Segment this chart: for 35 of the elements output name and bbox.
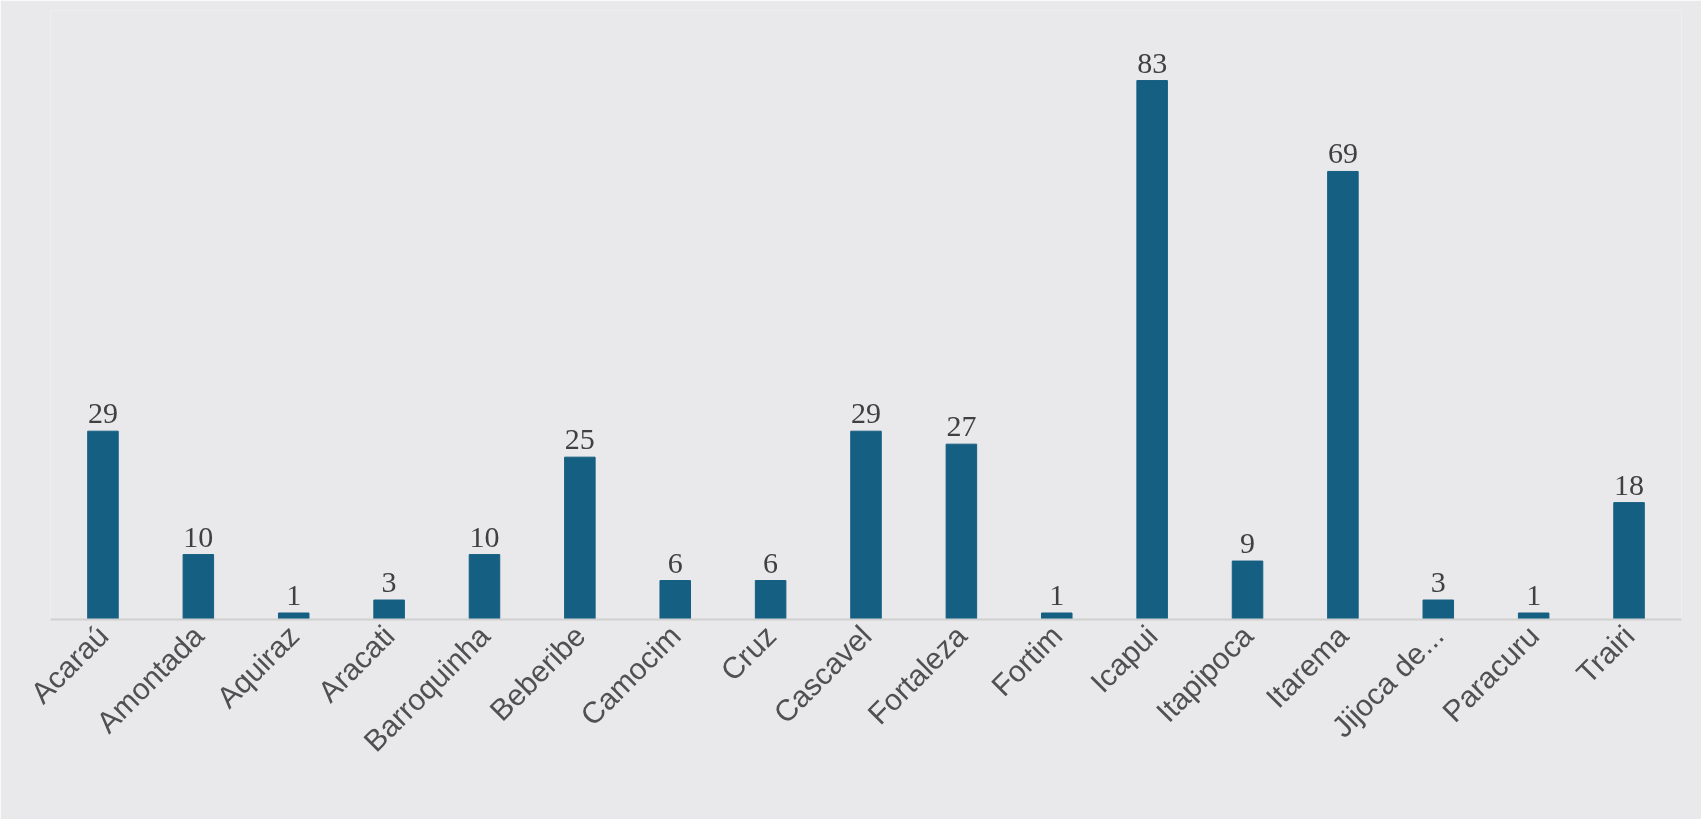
data-label: 27: [946, 409, 977, 443]
bar: [1327, 170, 1359, 620]
data-label: 3: [381, 565, 397, 599]
bar: [564, 456, 596, 620]
bar: [945, 443, 978, 620]
data-label: 29: [87, 396, 118, 430]
bar: [1422, 599, 1455, 620]
data-label: 3: [1430, 565, 1446, 599]
bar: [1613, 502, 1645, 620]
x-tick-label: Cruz: [714, 618, 783, 687]
bar: [182, 554, 215, 620]
data-label: 1: [1049, 578, 1065, 612]
bar: [468, 554, 501, 620]
bar: [1136, 80, 1168, 620]
data-label: 9: [1240, 526, 1256, 560]
data-label: 6: [763, 545, 779, 579]
data-label: 18: [1614, 467, 1645, 501]
bar: [277, 612, 310, 620]
bar: [87, 430, 119, 620]
bar: [1231, 560, 1264, 620]
bar: [1517, 612, 1550, 620]
data-label: 69: [1327, 136, 1358, 170]
data-label: 1: [1526, 578, 1542, 612]
bar: [850, 430, 882, 620]
data-label: 10: [469, 519, 500, 553]
data-label: 10: [183, 519, 214, 553]
data-label: 29: [851, 396, 881, 430]
bar: [754, 580, 787, 620]
data-label: 6: [667, 545, 683, 579]
data-label: 1: [286, 578, 302, 612]
data-label: 83: [1137, 45, 1168, 79]
data-label: 25: [564, 422, 595, 456]
bar: [1041, 612, 1073, 620]
bar: [659, 580, 691, 620]
bar: [373, 599, 405, 620]
